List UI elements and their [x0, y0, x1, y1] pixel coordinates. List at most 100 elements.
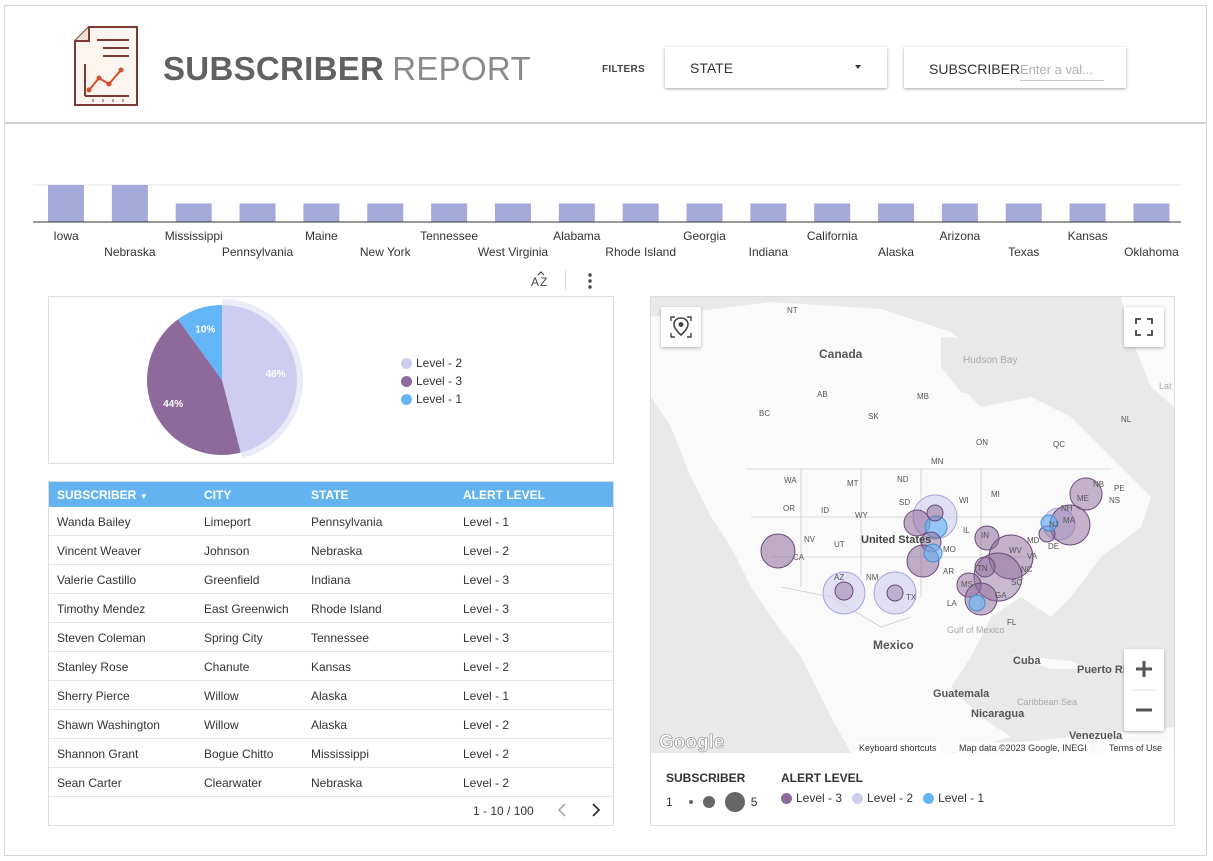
chevron-right-icon[interactable] — [590, 802, 602, 818]
pie-slice-label: 44% — [163, 399, 183, 410]
bar[interactable] — [941, 203, 978, 223]
bar[interactable] — [367, 203, 404, 223]
table-row[interactable]: Valerie Castillo Greenfield Indiana Level -… — [49, 565, 613, 594]
map-labels: Canada Hudson Bay Mexico United States G… — [759, 306, 1172, 742]
legend-dot — [401, 375, 412, 387]
cell-state: Alaska — [311, 718, 348, 732]
cell-city: Clearwater — [204, 776, 263, 790]
table-row[interactable]: Shannon Grant Bogue Chitto Mississippi Leve… — [49, 739, 613, 768]
title-light: REPORT — [392, 50, 531, 87]
map-legend-size: 1 5 — [666, 791, 757, 813]
subscriber-filter-input[interactable] — [1020, 59, 1104, 81]
table-row[interactable]: Vincent Weaver Johnson Nebraska Level - 2 — [49, 536, 613, 565]
map-label-mexico: Mexico — [873, 638, 914, 652]
table-row[interactable]: Stanley Rose Chanute Kansas Level - 2 — [49, 652, 613, 681]
map-label-de: DE — [1048, 542, 1059, 551]
column-header-subscriber[interactable]: SUBSCRIBER ▼ — [57, 488, 148, 502]
keyboard-shortcuts-link[interactable]: Keyboard shortcuts — [856, 742, 940, 753]
map-label-hudson-bay: Hudson Bay — [963, 355, 1017, 366]
terms-of-use-link[interactable]: Terms of Use — [1106, 742, 1166, 753]
bar[interactable] — [431, 203, 468, 223]
location-pin-icon — [670, 316, 692, 338]
map-label-az: AZ — [834, 573, 844, 582]
legend-label: Level - 3 — [796, 791, 843, 805]
map-label-lat: Lat — [1159, 381, 1172, 391]
bar[interactable] — [303, 203, 340, 223]
map-legend-subscriber-title: SUBSCRIBER — [666, 771, 746, 785]
bar[interactable] — [686, 203, 723, 223]
table-row[interactable]: Sherry Pierce Willow Alaska Level - 1 — [49, 681, 613, 710]
map-label-tn: TN — [977, 564, 988, 573]
x-tick-label: Oklahoma — [1124, 245, 1179, 259]
table-row[interactable]: Steven Coleman Spring City Tennessee Level … — [49, 623, 613, 652]
pie-slice[interactable] — [147, 319, 241, 455]
map-label-nh: NH — [1061, 504, 1073, 513]
cell-subscriber: Shawn Washington — [57, 718, 160, 732]
x-tick-label: Arizona — [940, 229, 981, 243]
map-bubble — [1040, 514, 1058, 532]
bar[interactable] — [750, 203, 787, 223]
bar[interactable] — [494, 203, 531, 223]
sort-az-icon[interactable]: A Z — [530, 271, 552, 289]
legend-dot — [401, 393, 412, 405]
chevron-left-icon[interactable] — [556, 802, 568, 818]
zoom-in-button[interactable] — [1124, 649, 1164, 690]
locate-me-button[interactable] — [661, 307, 701, 347]
map-legend-levels: Level - 3 Level - 2 Level - 1 — [781, 791, 984, 805]
bar[interactable] — [1069, 203, 1106, 223]
map-label-mn: MN — [931, 457, 944, 466]
cell-state: Nebraska — [311, 544, 363, 558]
map-label-id: ID — [821, 506, 829, 515]
bar[interactable] — [558, 203, 595, 223]
subscriber-filter: SUBSCRIBER — [904, 47, 1126, 88]
cell-state: Kansas — [311, 660, 352, 674]
table-row[interactable]: Shawn Washington Willow Alaska Level - 2 — [49, 710, 613, 739]
fullscreen-button[interactable] — [1124, 307, 1164, 347]
bar[interactable] — [239, 203, 276, 223]
bar[interactable] — [1005, 203, 1042, 223]
column-header-alert-level[interactable]: ALERT LEVEL — [463, 488, 546, 502]
legend-label: Level - 1 — [938, 791, 985, 805]
zoom-out-button[interactable] — [1124, 690, 1164, 731]
bar[interactable] — [1133, 203, 1170, 223]
bar[interactable] — [814, 203, 851, 223]
table-row[interactable]: Timothy Mendez East Greenwich Rhode Island… — [49, 594, 613, 623]
cell-state: Nebraska — [311, 776, 363, 790]
cell-state: Pennsylvania — [311, 515, 383, 529]
cell-alert-level: Level - 3 — [463, 631, 510, 645]
bar[interactable] — [175, 203, 212, 223]
cell-alert-level: Level - 2 — [463, 718, 510, 732]
bar[interactable] — [622, 203, 659, 223]
cell-city: Johnson — [204, 544, 250, 558]
cell-subscriber: Sherry Pierce — [57, 689, 130, 703]
bar[interactable] — [48, 185, 84, 222]
sort-desc-icon: ▼ — [139, 492, 148, 501]
map-view[interactable]: Canada Hudson Bay Mexico United States G… — [651, 297, 1174, 753]
state-filter-dropdown[interactable]: STATE — [665, 47, 887, 88]
bar[interactable] — [111, 185, 148, 222]
cell-alert-level: Level - 2 — [463, 660, 510, 674]
map-bubbles — [760, 477, 1103, 616]
table-row[interactable]: Wanda Bailey Limeport Pennsylvania Level - … — [49, 507, 613, 536]
map-bubble — [834, 581, 854, 601]
map-label-guatemala: Guatemala — [933, 688, 990, 700]
pie-slice[interactable] — [222, 305, 298, 453]
pie-legend-item: Level - 2 — [401, 356, 462, 370]
legend-label: Level - 1 — [416, 392, 463, 406]
bar[interactable] — [878, 203, 915, 223]
x-tick-label: Tennessee — [420, 229, 478, 243]
x-tick-label: Iowa — [53, 229, 79, 243]
map-label-mo: MO — [943, 545, 956, 554]
x-tick-label: Texas — [1008, 245, 1039, 259]
column-header-city[interactable]: CITY — [204, 488, 232, 502]
table-row[interactable]: Sean Carter Clearwater Nebraska Level - 2 — [49, 768, 613, 797]
column-header-state[interactable]: STATE — [311, 488, 349, 502]
cell-state: Alaska — [311, 689, 348, 703]
title-bold: SUBSCRIBER — [163, 50, 385, 87]
pie-slice[interactable] — [177, 305, 222, 380]
map-label-bc: BC — [759, 409, 770, 418]
map-label-on: ON — [976, 438, 988, 447]
more-options-icon[interactable] — [585, 272, 595, 290]
legend-dot — [401, 357, 412, 369]
